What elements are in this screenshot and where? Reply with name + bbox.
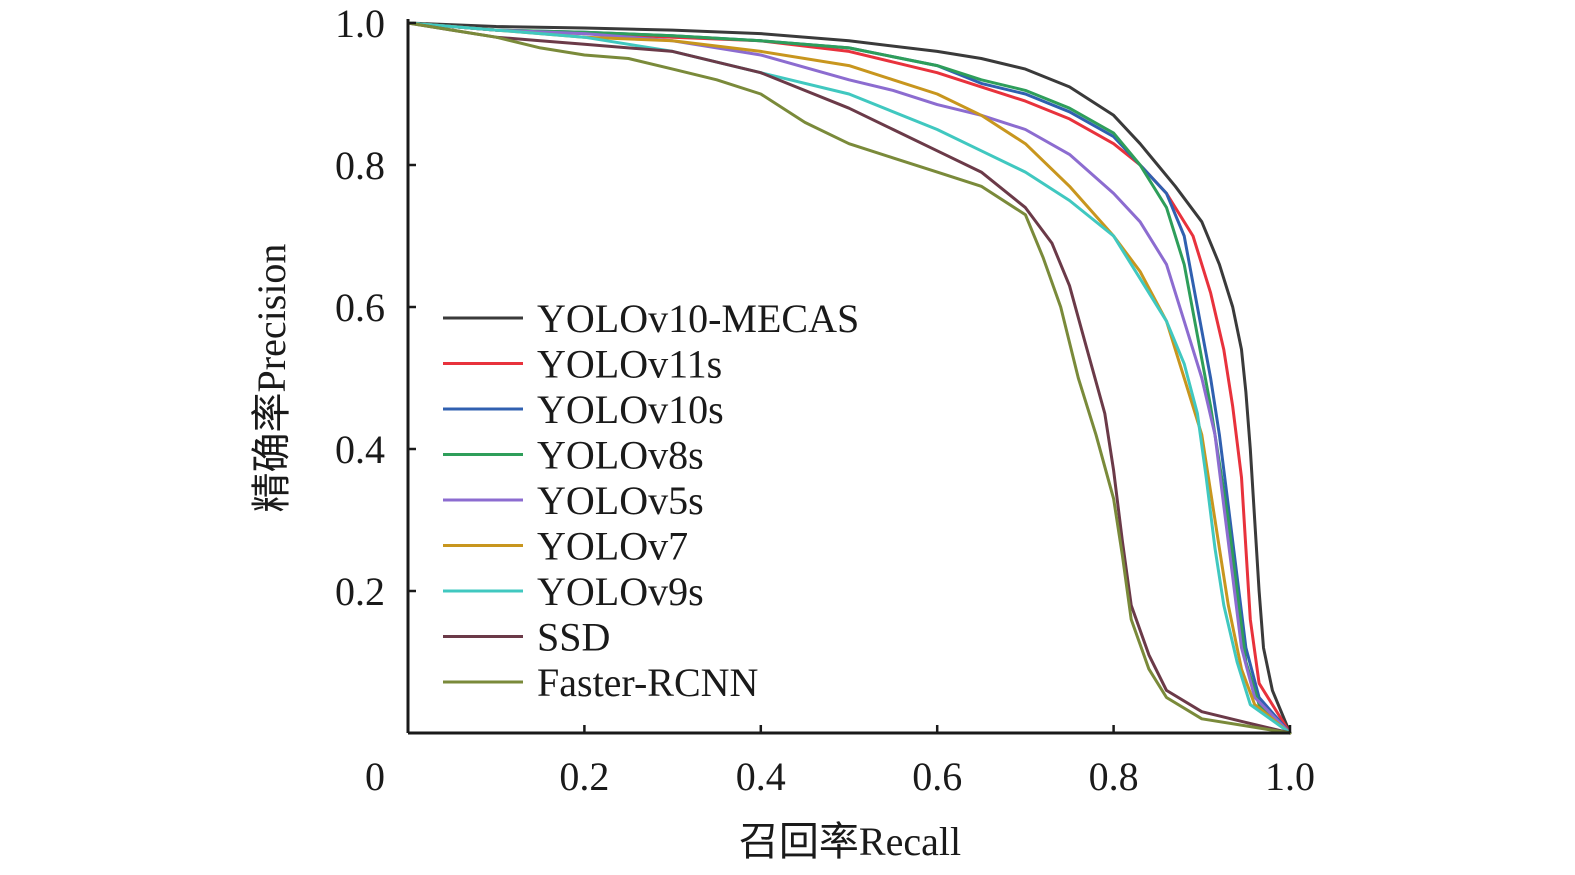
y-tick-label: 0.4 xyxy=(335,427,385,472)
legend-label: YOLOv5s xyxy=(537,478,704,523)
series-line-yolov10-mecas xyxy=(406,21,1292,735)
legend-label: SSD xyxy=(537,615,610,660)
axes xyxy=(406,19,1290,735)
legend: YOLOv10-MECASYOLOv11sYOLOv10sYOLOv8sYOLO… xyxy=(443,296,859,705)
x-tick-label: 0 xyxy=(365,754,385,799)
x-tick-label: 1.0 xyxy=(1265,754,1315,799)
series-line-yolov8s xyxy=(406,21,1292,735)
plot-curves xyxy=(406,21,1292,735)
x-axis-title: 召回率Recall xyxy=(739,819,961,864)
legend-label: YOLOv7 xyxy=(537,524,688,569)
series-line-yolov7 xyxy=(406,21,1292,735)
legend-label: YOLOv9s xyxy=(537,569,704,614)
y-tick-label: 0.2 xyxy=(335,569,385,614)
x-tick-label: 0.6 xyxy=(912,754,962,799)
y-tick-label: 0.8 xyxy=(335,143,385,188)
ticks: 0 0.2 0.4 0.6 0.8 1.0 0.2 0.4 0.6 0.8 1.0 xyxy=(335,1,1315,799)
y-tick-label: 1.0 xyxy=(335,1,385,46)
series-line-ssd xyxy=(406,21,1292,735)
legend-label: YOLOv11s xyxy=(537,342,722,387)
legend-label: YOLOv10-MECAS xyxy=(537,296,859,341)
x-tick-label: 0.8 xyxy=(1089,754,1139,799)
series-line-yolov5s xyxy=(406,21,1292,735)
y-tick-label: 0.6 xyxy=(335,285,385,330)
legend-label: YOLOv10s xyxy=(537,387,724,432)
legend-label: Faster-RCNN xyxy=(537,660,758,705)
series-line-faster-rcnn xyxy=(406,21,1292,735)
legend-label: YOLOv8s xyxy=(537,433,704,478)
x-tick-label: 0.2 xyxy=(559,754,609,799)
y-axis-title: 精确率Precision xyxy=(249,244,294,513)
x-tick-label: 0.4 xyxy=(736,754,786,799)
